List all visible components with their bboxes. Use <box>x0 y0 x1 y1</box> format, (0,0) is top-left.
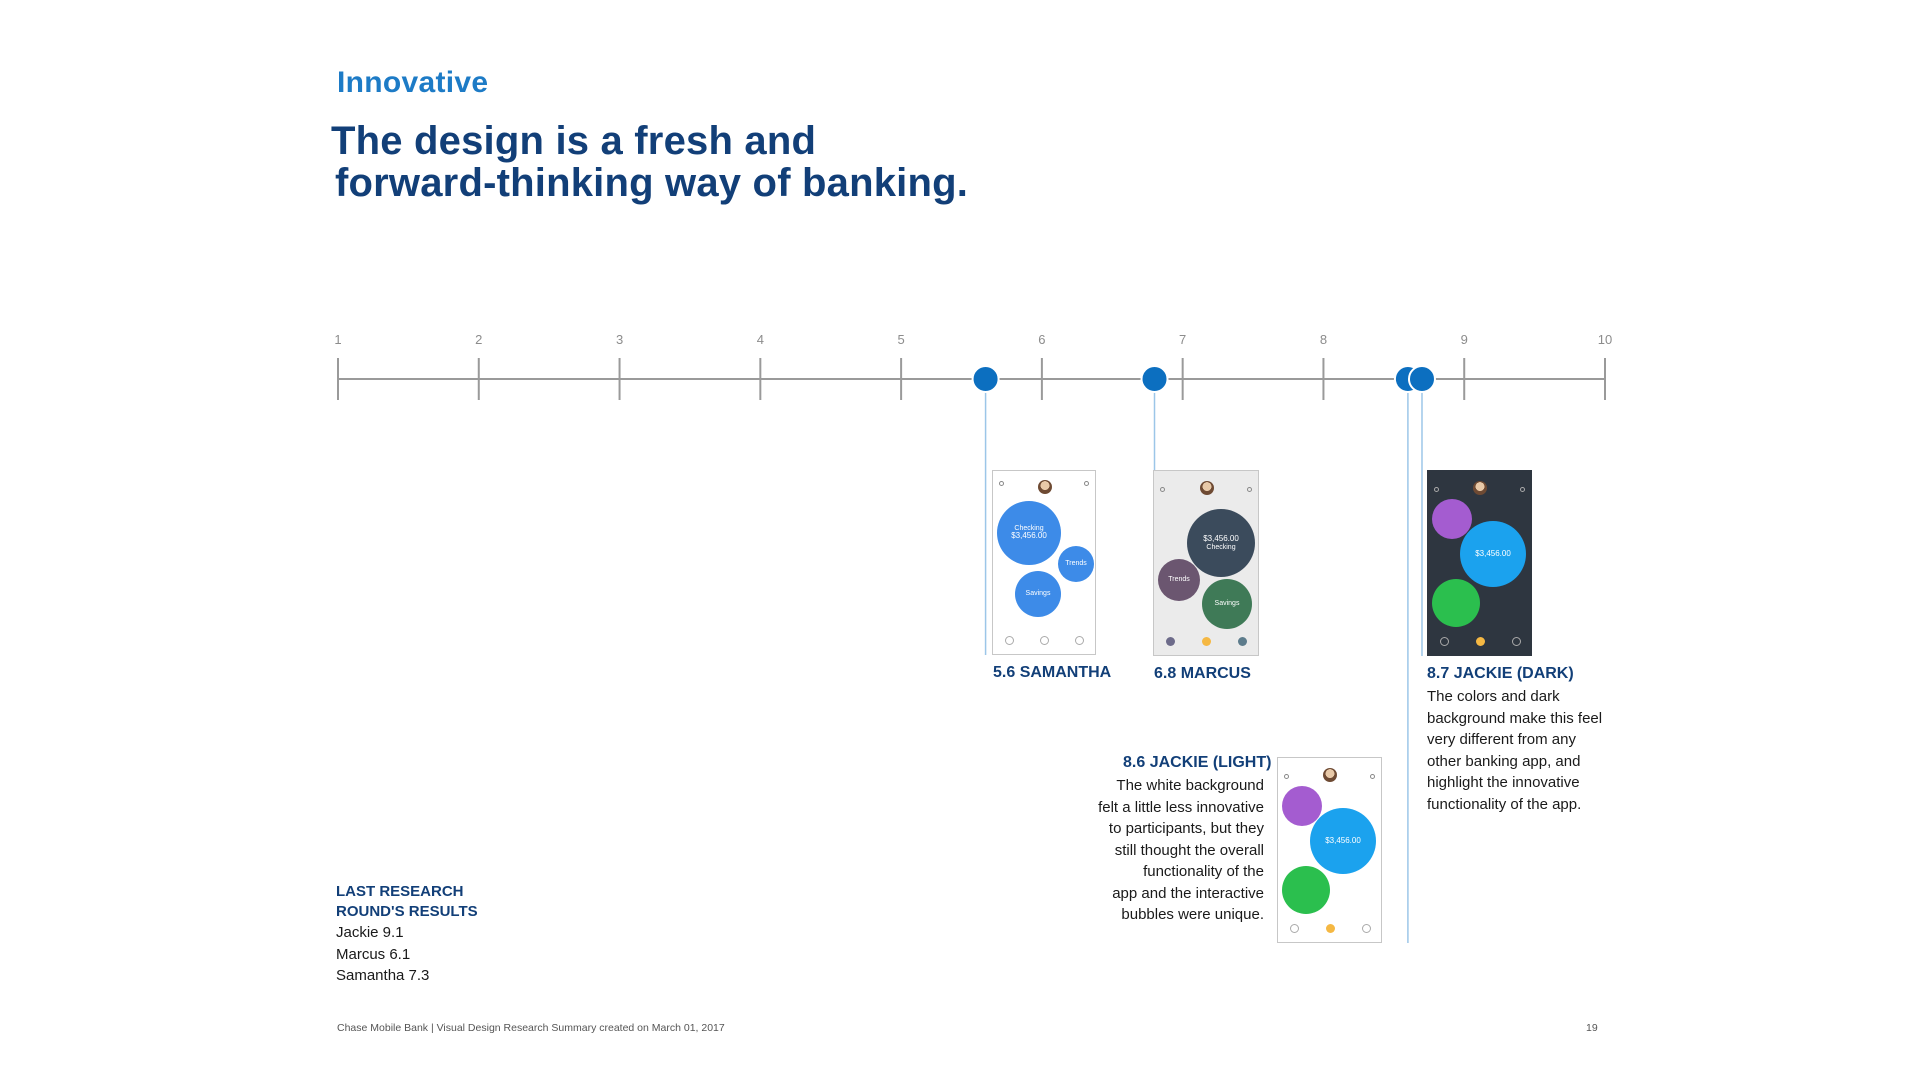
trends-label: Trends <box>1065 560 1087 568</box>
savings-bubble: Savings <box>1015 571 1061 617</box>
savings-bubble <box>1282 866 1330 914</box>
scale-tick-label: 8 <box>1320 332 1327 347</box>
savings-bubble: Savings <box>1202 579 1252 629</box>
jackie-light-description-line: bubbles were unique. <box>1121 906 1264 923</box>
scale-tick-label: 7 <box>1179 332 1186 347</box>
settings-icon <box>999 481 1004 486</box>
jackie-light-description-line: felt a little less innovative <box>1098 798 1264 816</box>
jackie-dark-description-line: very different from any <box>1427 731 1576 748</box>
headline-line-2: forward-thinking way of banking. <box>335 161 969 205</box>
search-icon <box>1084 481 1089 486</box>
research-result-line: Jackie 9.1 <box>336 924 404 941</box>
jackie-light-card-title: 8.6 JACKIE (LIGHT) <box>1123 754 1272 771</box>
jackie-dark-phone-mockup: $3,456.00 <box>1427 470 1532 656</box>
savings-label: Savings <box>1025 590 1051 598</box>
scale-tick-label: 4 <box>757 332 764 347</box>
section-label: Innovative <box>337 66 489 99</box>
jackie-dark-card-title: 8.7 JACKIE (DARK) <box>1427 665 1574 682</box>
search-icon <box>1247 487 1252 492</box>
settings-icon <box>1284 774 1289 779</box>
jackie-dark-description-line: functionality of the app. <box>1427 795 1582 813</box>
scale-tick-label: 9 <box>1461 332 1468 347</box>
page-title: The design is a fresh and forward-thinki… <box>331 120 968 204</box>
jackie-light-description-line: The white background <box>1116 777 1264 794</box>
pay-icon <box>1238 637 1247 646</box>
checking-amount: $3,456.00 <box>1011 531 1047 541</box>
avatar <box>1038 480 1052 494</box>
footer-text: Chase Mobile Bank | Visual Design Resear… <box>337 1022 725 1034</box>
trends-bubble <box>1432 499 1472 539</box>
pay-icon <box>1362 924 1371 933</box>
checking-amount: $3,456.00 <box>1475 548 1511 558</box>
jackie-light-description-line: still thought the overall <box>1114 841 1264 859</box>
research-results-list: Jackie 9.1 Marcus 6.1 Samantha 7.3 <box>336 922 429 987</box>
trends-bubble <box>1282 786 1322 826</box>
jackie-light-description-line: functionality of the <box>1143 863 1264 880</box>
scale-tick-label: 1 <box>334 332 341 347</box>
settings-icon <box>1434 487 1439 492</box>
checking-bubble: $3,456.00 <box>1460 521 1526 587</box>
scale-tick-label: 5 <box>897 332 904 347</box>
avatar <box>1473 481 1487 495</box>
settings-icon <box>1160 487 1165 492</box>
avatar <box>1323 768 1337 782</box>
smile-icon <box>1476 637 1485 646</box>
checking-amount: $3,456.00 <box>1325 835 1361 845</box>
rating-marker <box>1407 365 1436 393</box>
checking-bubble: Checking $3,456.00 <box>997 501 1061 565</box>
research-result-line: Samantha 7.3 <box>336 967 430 984</box>
checking-label: Checking <box>1206 543 1236 551</box>
jackie-light-phone-mockup: $3,456.00 <box>1277 757 1382 943</box>
page-number: 19 <box>1586 1022 1598 1034</box>
trends-label: Trends <box>1168 576 1190 584</box>
marcus-phone-mockup: $3,456.00 Checking Trends Savings <box>1153 470 1259 656</box>
jackie-dark-description-line: The colors and dark <box>1427 688 1560 705</box>
rating-marker <box>971 365 1000 393</box>
jackie-light-description: The white background felt a little less i… <box>1063 775 1264 926</box>
jackie-dark-description: The colors and dark background make this … <box>1427 686 1602 815</box>
scale-tick-label: 2 <box>475 332 482 347</box>
research-heading-line-2: ROUND'S RESULTS <box>336 903 478 920</box>
smile-icon <box>1040 636 1049 645</box>
headline-line-1: The design is a fresh and <box>331 119 817 163</box>
pay-icon <box>1075 636 1084 645</box>
jackie-dark-description-line: other banking app, and <box>1427 752 1581 770</box>
samantha-phone-mockup: Checking $3,456.00 Trends Savings <box>992 470 1096 655</box>
checking-bubble: $3,456.00 <box>1310 808 1376 874</box>
research-heading: LAST RESEARCH ROUND'S RESULTS <box>336 882 478 922</box>
smile-icon <box>1202 637 1211 646</box>
scale-tick-label: 3 <box>616 332 623 347</box>
avatar <box>1200 481 1214 495</box>
transfer-icon <box>1005 636 1014 645</box>
scale-tick-label: 10 <box>1598 332 1612 347</box>
pay-icon <box>1512 637 1521 646</box>
jackie-light-description-line: app and the interactive <box>1112 884 1264 902</box>
transfer-icon <box>1166 637 1175 646</box>
checking-bubble: $3,456.00 Checking <box>1187 509 1255 577</box>
smile-icon <box>1326 924 1335 933</box>
jackie-dark-description-line: background make this feel <box>1427 709 1603 727</box>
research-result-line: Marcus 6.1 <box>336 945 411 963</box>
checking-label: Checking <box>1014 524 1044 532</box>
savings-bubble <box>1432 579 1480 627</box>
search-icon <box>1370 774 1375 779</box>
savings-label: Savings <box>1214 600 1240 608</box>
search-icon <box>1520 487 1525 492</box>
marcus-card-title: 6.8 MARCUS <box>1154 665 1251 682</box>
research-heading-line-1: LAST RESEARCH <box>336 883 464 900</box>
trends-bubble: Trends <box>1158 559 1200 601</box>
jackie-dark-description-line: highlight the innovative <box>1427 774 1580 791</box>
rating-marker <box>1140 365 1169 393</box>
samantha-card-title: 5.6 SAMANTHA <box>993 664 1112 681</box>
checking-amount: $3,456.00 <box>1203 533 1239 543</box>
jackie-light-description-line: to participants, but they <box>1108 820 1264 837</box>
transfer-icon <box>1440 637 1449 646</box>
transfer-icon <box>1290 924 1299 933</box>
scale-tick-label: 6 <box>1038 332 1045 347</box>
trends-bubble: Trends <box>1058 546 1094 582</box>
